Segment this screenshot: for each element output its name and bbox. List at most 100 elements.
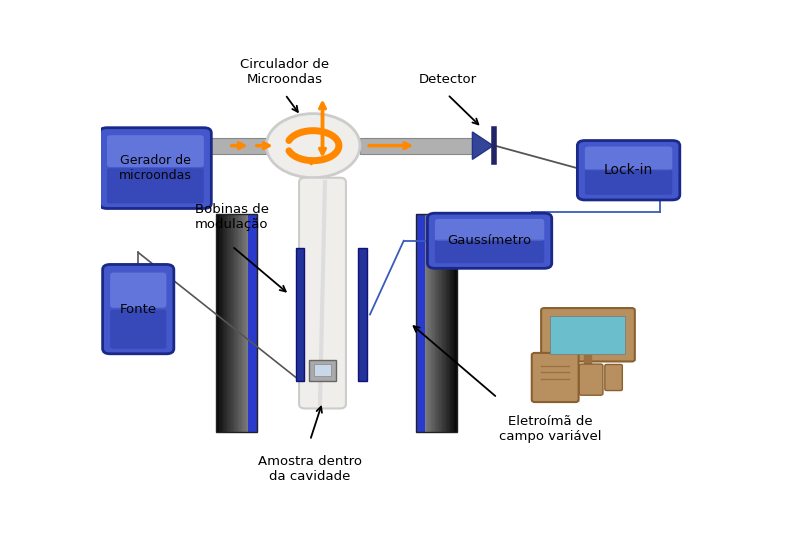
Bar [426,214,427,432]
Bar [550,316,625,354]
Bar [231,214,233,432]
Bar [230,214,231,432]
Bar [249,214,250,432]
Bar [245,214,246,432]
Bar [216,214,257,432]
Bar [243,214,245,432]
Bar [228,214,230,432]
FancyBboxPatch shape [110,310,166,349]
Bar [310,178,335,182]
Bar [238,214,239,432]
Text: Gerador de
microondas: Gerador de microondas [119,154,192,182]
Bar [442,214,443,432]
FancyBboxPatch shape [532,353,579,402]
Bar [237,214,238,432]
Bar [248,214,257,432]
Bar [220,214,222,432]
Bar [438,214,439,432]
Bar [433,214,434,432]
Bar [450,214,451,432]
Bar [447,214,449,432]
FancyBboxPatch shape [435,240,544,263]
FancyBboxPatch shape [299,178,346,408]
Bar [449,214,450,432]
Bar [360,138,476,154]
Bar [416,214,457,432]
Bar [310,360,335,381]
Bar [314,365,331,376]
Bar [435,214,437,432]
Bar [296,248,305,381]
Bar [241,214,242,432]
Bar [227,214,228,432]
Bar [251,214,253,432]
Text: Detector: Detector [418,73,476,86]
Text: Fonte: Fonte [119,302,157,316]
Bar [416,214,418,432]
FancyBboxPatch shape [541,308,635,361]
Bar [428,214,430,432]
Bar [223,214,224,432]
Bar [453,214,454,432]
Bar [235,214,237,432]
Bar [418,214,419,432]
Bar [247,214,249,432]
Bar [416,214,425,432]
Bar [445,214,446,432]
FancyBboxPatch shape [102,265,174,354]
Bar [455,214,457,432]
Bar [246,214,247,432]
Bar [256,214,257,432]
Bar [420,214,422,432]
FancyBboxPatch shape [99,128,211,209]
Bar [454,214,455,432]
Bar [358,248,367,381]
Bar [218,214,219,432]
Bar [439,214,441,432]
Text: Eletroímã de
campo variável: Eletroímã de campo variável [499,415,602,443]
Bar [242,214,243,432]
Bar [224,214,226,432]
Bar [204,138,266,154]
Text: Lock-in: Lock-in [604,163,653,177]
Bar [234,214,235,432]
Text: Amostra dentro
da cavidade: Amostra dentro da cavidade [258,456,362,483]
Bar [434,214,435,432]
Polygon shape [472,132,493,159]
Text: Circulador de
Microondas: Circulador de Microondas [240,58,330,86]
Bar [441,214,442,432]
Ellipse shape [266,114,360,178]
Bar [427,214,428,432]
FancyBboxPatch shape [580,364,603,395]
Bar [233,214,234,432]
Bar [437,214,438,432]
Text: Bobinas de
modulação: Bobinas de modulação [195,203,269,231]
Bar [253,214,254,432]
Bar [424,214,426,432]
Bar [222,214,223,432]
Bar [431,214,433,432]
FancyBboxPatch shape [577,140,679,200]
FancyBboxPatch shape [435,219,544,241]
Bar [254,214,256,432]
FancyBboxPatch shape [107,135,204,167]
FancyBboxPatch shape [110,273,166,307]
Bar [422,214,423,432]
Bar [430,214,431,432]
FancyBboxPatch shape [585,169,672,195]
Bar [219,214,220,432]
FancyBboxPatch shape [107,168,204,203]
FancyBboxPatch shape [585,147,672,170]
Bar [443,214,445,432]
Bar [250,214,251,432]
FancyBboxPatch shape [427,213,552,268]
Bar [423,214,424,432]
Bar [419,214,420,432]
Bar [226,214,227,432]
FancyBboxPatch shape [604,365,622,391]
Bar [239,214,241,432]
Bar [446,214,447,432]
Bar [216,214,218,432]
Bar [451,214,453,432]
Text: Gaussímetro: Gaussímetro [447,234,532,247]
